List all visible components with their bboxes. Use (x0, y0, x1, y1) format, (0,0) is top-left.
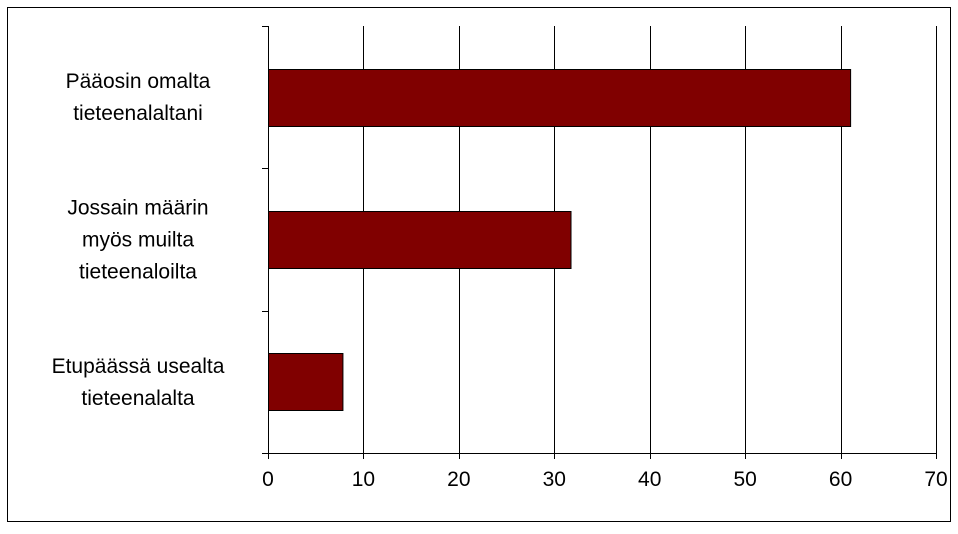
x-tick-label-50: 50 (733, 468, 756, 491)
x-tick-label-20: 20 (447, 468, 470, 491)
category-label-line: Pääosin omalta (66, 70, 211, 93)
category-label-0: Pääosin omalta tieteenalaltani (66, 70, 211, 125)
x-tick-label-60: 60 (829, 468, 852, 491)
x-tick-label-30: 30 (543, 468, 566, 491)
axes (262, 26, 937, 459)
category-labels: Pääosin omalta tieteenalaltani Jossain mää… (52, 70, 225, 410)
category-label-2: Etupäässä usealta tieteenalalta (52, 355, 225, 410)
bar-1 (268, 211, 572, 269)
category-label-line: Etupäässä usealta (52, 355, 225, 378)
category-label-line: Jossain määrin (67, 197, 208, 220)
x-tick-label-0: 0 (262, 468, 274, 491)
x-tick-label-40: 40 (638, 468, 661, 491)
category-label-line: tieteenalalta (81, 387, 195, 410)
category-label-line: myös muilta (82, 229, 194, 252)
category-label-line: tieteenalaltani (73, 102, 203, 125)
x-tick-labels: 0 10 20 30 40 50 60 70 (262, 468, 948, 491)
category-label-1: Jossain määrin myös muilta tieteenaloilta (67, 197, 208, 284)
x-tick-label-70: 70 (924, 468, 947, 491)
x-tick-label-10: 10 (352, 468, 375, 491)
bar-0 (268, 69, 852, 127)
category-label-line: tieteenaloilta (79, 261, 197, 284)
bars (268, 69, 852, 411)
bar-2 (268, 353, 344, 411)
